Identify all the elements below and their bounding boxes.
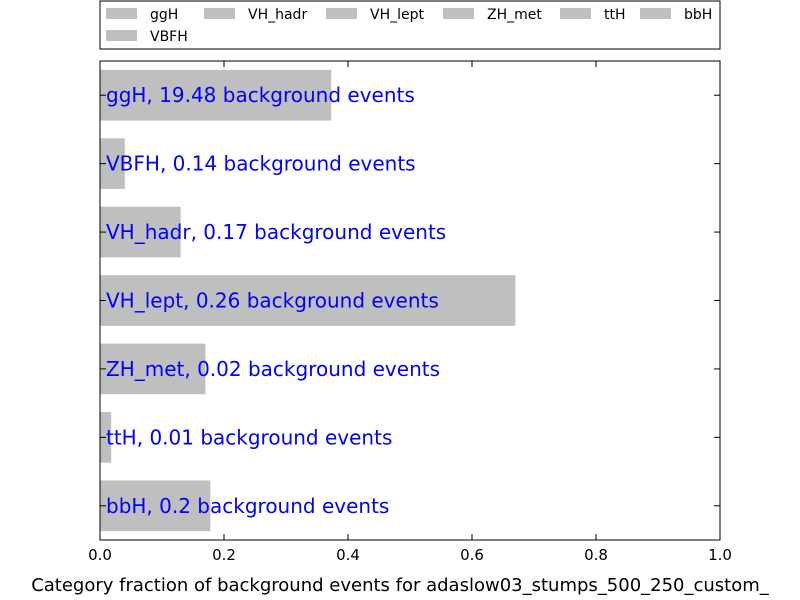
legend: ggH VH_hadr VH_lept ZH_met ttH bbH VBFH <box>99 0 721 50</box>
bar-label: bbH, 0.2 background events <box>106 494 389 518</box>
x-axis: 0.0 0.2 0.4 0.6 0.8 1.0 Category fraction of b… <box>31 61 770 596</box>
bar-vh-hadr <box>100 206 181 258</box>
legend-swatch <box>106 8 137 19</box>
x-tick-label: 0.2 <box>212 546 236 564</box>
legend-swatch <box>106 30 137 41</box>
legend-entry-label: ggH <box>150 7 178 23</box>
legend-box <box>99 0 721 50</box>
x-axis-title: Category fraction of background events f… <box>31 575 770 596</box>
legend-entry-label: ttH <box>604 7 626 23</box>
x-tick-label: 0.0 <box>88 546 112 564</box>
legend-entry-label: VH_lept <box>370 7 424 23</box>
bar-label: ggH, 19.48 background events <box>106 83 415 107</box>
bar-label: VH_lept, 0.26 background events <box>106 289 439 313</box>
legend-entry-label: VBFH <box>150 29 188 45</box>
bar-vh-lept <box>100 275 516 326</box>
bar-label: ZH_met, 0.02 background events <box>106 357 440 381</box>
legend-entry-label: ZH_met <box>487 7 542 23</box>
x-tick-label: 0.6 <box>460 546 484 564</box>
bar-bbh <box>100 480 211 532</box>
bar-label: ttH, 0.01 background events <box>106 425 392 449</box>
bar-label: VH_hadr, 0.17 background events <box>106 220 446 244</box>
legend-swatch <box>443 8 474 19</box>
x-tick-label: 0.4 <box>336 546 360 564</box>
x-tick-label: 0.8 <box>584 546 608 564</box>
legend-swatch <box>326 8 357 19</box>
legend-entry-label: bbH <box>684 7 712 23</box>
legend-swatch <box>640 8 671 19</box>
bar-zh-met <box>100 343 206 395</box>
plot-area: ggH, 19.48 background events VBFH, 0.14 b… <box>99 60 721 541</box>
legend-swatch <box>560 8 591 19</box>
bar-label: VBFH, 0.14 background events <box>106 152 416 176</box>
legend-swatch <box>204 8 235 19</box>
x-tick-label: 1.0 <box>708 546 732 564</box>
legend-entry-label: VH_hadr <box>248 7 307 23</box>
bar-ggh <box>100 69 332 121</box>
